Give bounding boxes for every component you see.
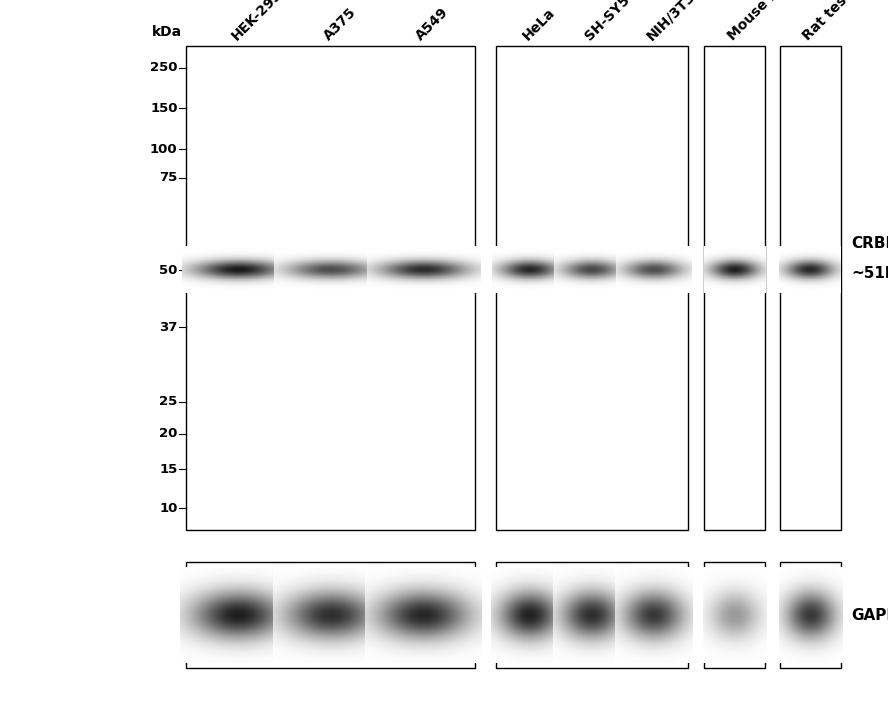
Text: HeLa: HeLa (520, 5, 559, 43)
Bar (780, 46, 841, 530)
Text: SH-SY5Y: SH-SY5Y (582, 0, 639, 43)
Text: CRBN: CRBN (852, 235, 888, 251)
Text: NIH/3T3: NIH/3T3 (644, 0, 698, 43)
Text: kDa: kDa (152, 25, 182, 39)
Text: A549: A549 (413, 4, 451, 43)
Bar (780, 562, 841, 668)
Text: Mouse brain: Mouse brain (725, 0, 803, 43)
Text: 37: 37 (159, 321, 178, 333)
Text: GAPDH: GAPDH (852, 607, 888, 623)
Text: 25: 25 (159, 395, 178, 408)
Text: 250: 250 (150, 61, 178, 74)
Text: 100: 100 (150, 143, 178, 156)
Bar (496, 562, 688, 668)
Text: 50: 50 (159, 264, 178, 277)
Text: 20: 20 (159, 427, 178, 440)
Text: Rat testis: Rat testis (800, 0, 864, 43)
Text: A375: A375 (321, 5, 359, 43)
Text: 15: 15 (159, 463, 178, 476)
Text: 150: 150 (150, 102, 178, 114)
Bar (704, 46, 765, 530)
Bar (496, 46, 688, 530)
Bar (186, 46, 475, 530)
Text: 10: 10 (159, 502, 178, 515)
Text: 75: 75 (159, 171, 178, 184)
Bar (186, 562, 475, 668)
Text: ~51kDa: ~51kDa (852, 266, 888, 282)
Bar (704, 562, 765, 668)
Text: HEK-293: HEK-293 (228, 0, 285, 43)
